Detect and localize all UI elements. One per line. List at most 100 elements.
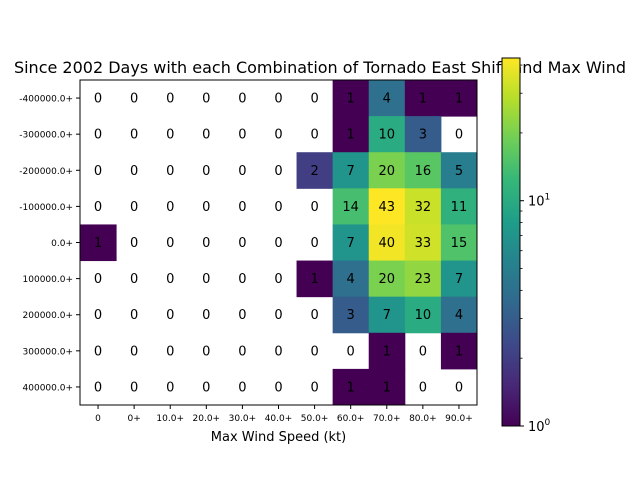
y-tick-label: -100000.0+ bbox=[19, 203, 73, 213]
cell-value-label: 0 bbox=[238, 128, 246, 143]
cell-value-label: 0 bbox=[166, 272, 174, 287]
cell-value-label: 0 bbox=[94, 380, 102, 395]
cell-value-label: 0 bbox=[238, 92, 246, 107]
heatmap-cell bbox=[440, 296, 478, 334]
cell-value-label: 14 bbox=[342, 200, 359, 215]
y-tick-label: 100000.0+ bbox=[23, 275, 73, 285]
heatmap-cell bbox=[440, 80, 478, 117]
cell-value-label: 0 bbox=[274, 92, 282, 107]
cell-value-label: 0 bbox=[202, 380, 210, 395]
cell-value-label: 1 bbox=[347, 380, 355, 395]
cell-value-label: 0 bbox=[166, 92, 174, 107]
heatmap-cell bbox=[368, 152, 406, 189]
x-tick-label: 80.0+ bbox=[409, 414, 437, 424]
cell-value-label: 0 bbox=[274, 308, 282, 323]
heatmap-cell bbox=[368, 224, 406, 262]
y-tick-label: 400000.0+ bbox=[23, 383, 73, 393]
cell-value-label: 0 bbox=[274, 344, 282, 359]
cell-value-label: 1 bbox=[419, 92, 427, 107]
heatmap-cell bbox=[368, 80, 406, 117]
cell-value-label: 0 bbox=[202, 164, 210, 179]
cell-value-label: 0 bbox=[202, 128, 210, 143]
x-axis-ticks: 0 0+ 10.0+ 20.0+ 30.0+ 40.0+ 50.0+ 60.0+ 70.0+ 80… bbox=[95, 405, 473, 424]
heatmap-cell bbox=[404, 224, 442, 262]
cell-value-label: 23 bbox=[415, 272, 432, 287]
cell-value-label: 0 bbox=[274, 164, 282, 179]
cell-value-label: 0 bbox=[310, 200, 318, 215]
cell-value-label: 1 bbox=[383, 344, 391, 359]
y-tick-label: 300000.0+ bbox=[23, 347, 73, 357]
cell-value-label: 10 bbox=[378, 128, 395, 143]
cell-value-label: 0 bbox=[310, 236, 318, 251]
cell-value-label: 0 bbox=[202, 272, 210, 287]
heatmap-cell bbox=[332, 188, 370, 225]
heatmap-cells bbox=[80, 80, 478, 406]
cell-value-label: 20 bbox=[378, 164, 395, 179]
cell-value-label: 0 bbox=[238, 380, 246, 395]
heatmap-cell bbox=[368, 188, 406, 225]
heatmap-cell bbox=[80, 224, 117, 262]
cell-value-label: 0 bbox=[166, 308, 174, 323]
cell-value-label: 0 bbox=[166, 164, 174, 179]
cell-value-label: 0 bbox=[419, 344, 427, 359]
cell-value-label: 0 bbox=[238, 236, 246, 251]
cell-value-label: 0 bbox=[94, 128, 102, 143]
heatmap-cell bbox=[332, 368, 370, 406]
cell-value-label: 4 bbox=[455, 308, 463, 323]
cell-value-label: 43 bbox=[378, 200, 395, 215]
cell-value-label: 0 bbox=[202, 308, 210, 323]
cell-value-label: 5 bbox=[455, 164, 463, 179]
heatmap-cell bbox=[440, 332, 478, 370]
colorbar-gradient bbox=[501, 57, 521, 427]
x-tick-label: 10.0+ bbox=[156, 414, 184, 424]
cell-value-label: 0 bbox=[130, 92, 138, 107]
cell-value-label: 1 bbox=[310, 272, 318, 287]
heatmap-cell bbox=[332, 296, 370, 334]
cell-value-label: 16 bbox=[415, 164, 432, 179]
cell-value-label: 7 bbox=[455, 272, 463, 287]
x-axis-label: Max Wind Speed (kt) bbox=[211, 430, 346, 445]
cell-value-label: 4 bbox=[383, 92, 391, 107]
x-tick-label: 0 bbox=[95, 414, 101, 424]
cell-value-label: 2 bbox=[310, 164, 318, 179]
heatmap-cell bbox=[440, 260, 478, 298]
cell-value-label: 1 bbox=[383, 380, 391, 395]
cell-value-label: 0 bbox=[166, 236, 174, 251]
heatmap-cell bbox=[440, 224, 478, 262]
x-tick-label: 60.0+ bbox=[337, 414, 365, 424]
cell-value-label: 0 bbox=[238, 200, 246, 215]
cell-value-label: 0 bbox=[94, 164, 102, 179]
heatmap-cell bbox=[368, 332, 406, 370]
heatmap-cell bbox=[368, 368, 406, 406]
cell-value-label: 0 bbox=[310, 344, 318, 359]
cell-value-label: 7 bbox=[347, 236, 355, 251]
y-tick-label: 0.0+ bbox=[51, 239, 73, 249]
x-tick-label: 20.0+ bbox=[193, 414, 221, 424]
cell-value-label: 1 bbox=[455, 344, 463, 359]
cell-value-label: 0 bbox=[419, 380, 427, 395]
cell-value-label: 0 bbox=[94, 200, 102, 215]
cell-value-label: 0 bbox=[310, 308, 318, 323]
cell-value-label: 0 bbox=[310, 128, 318, 143]
x-tick-label: 70.0+ bbox=[373, 414, 401, 424]
cell-value-label: 40 bbox=[378, 236, 395, 251]
y-tick-label: -300000.0+ bbox=[19, 131, 73, 141]
cell-value-label: 0 bbox=[238, 308, 246, 323]
cell-value-label: 1 bbox=[347, 128, 355, 143]
heatmap-cell bbox=[404, 296, 442, 334]
cell-value-label: 0 bbox=[166, 128, 174, 143]
heatmap-cell bbox=[368, 296, 406, 334]
y-tick-label: 200000.0+ bbox=[23, 311, 73, 321]
cell-value-label: 4 bbox=[347, 272, 355, 287]
heatmap-cell bbox=[296, 260, 334, 298]
colorbar: 100 101 bbox=[501, 57, 551, 435]
cell-value-label: 0 bbox=[130, 308, 138, 323]
cell-value-label: 3 bbox=[347, 308, 355, 323]
cell-value-label: 0 bbox=[347, 344, 355, 359]
heatmap-cell bbox=[332, 80, 370, 117]
x-tick-label: 0+ bbox=[127, 414, 140, 424]
cell-value-label: 0 bbox=[166, 200, 174, 215]
heatmap-cell bbox=[440, 152, 478, 189]
cell-value-label: 1 bbox=[347, 92, 355, 107]
cell-value-label: 7 bbox=[383, 308, 391, 323]
